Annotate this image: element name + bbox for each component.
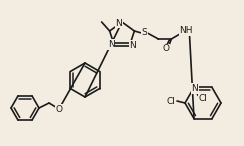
Text: O: O	[163, 45, 170, 53]
Text: O: O	[55, 105, 62, 113]
Text: NH: NH	[180, 26, 193, 35]
Text: Cl: Cl	[199, 94, 207, 103]
Text: N: N	[129, 41, 136, 50]
Text: N: N	[192, 84, 198, 93]
Text: N: N	[108, 40, 115, 49]
Text: S: S	[142, 28, 147, 38]
Text: Cl: Cl	[167, 97, 175, 106]
Text: N: N	[116, 19, 122, 27]
